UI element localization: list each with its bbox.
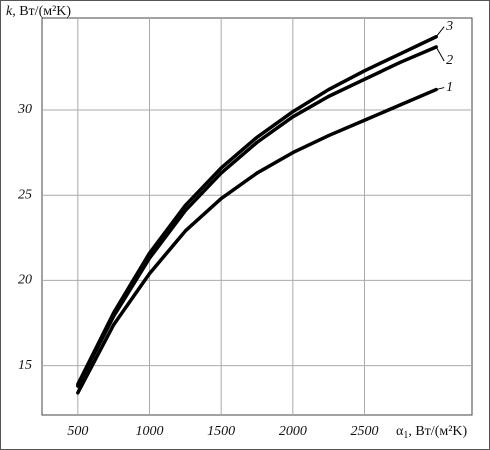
- series-line: [76, 45, 438, 388]
- series-line: [76, 87, 438, 395]
- x-tick-label: 500: [67, 424, 88, 439]
- y-axis-label: k, Вт/(м²K): [6, 4, 71, 19]
- x-tick-label: 1500: [207, 424, 235, 439]
- x-axis-label: α1, Вт/(м²K): [396, 424, 468, 441]
- plot-area: [41, 17, 473, 416]
- y-tick-label: 30: [17, 102, 32, 117]
- label-leader: [435, 26, 445, 38]
- series-label: 3: [445, 19, 453, 34]
- y-tick-label: 25: [18, 187, 32, 202]
- series-label: 1: [446, 80, 453, 95]
- y-tick-label: 20: [18, 273, 32, 288]
- label-leader: [435, 46, 445, 62]
- series-label: 2: [446, 53, 453, 68]
- x-tick-label: 2000: [279, 424, 307, 439]
- x-tick-label: 1000: [136, 424, 164, 439]
- y-tick-label: 15: [18, 358, 32, 373]
- x-tick-label: 2500: [351, 424, 379, 439]
- series-line: [76, 34, 438, 387]
- label-leader: [436, 87, 445, 91]
